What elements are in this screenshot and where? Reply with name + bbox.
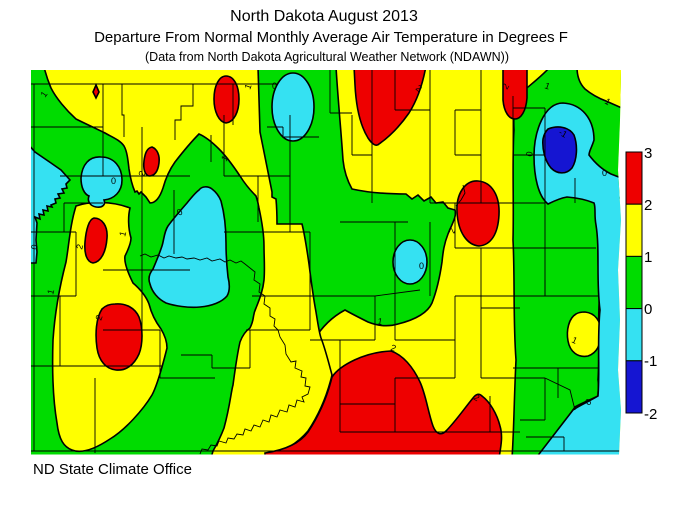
svg-text:-1: -1 [644,353,657,370]
svg-text:0: 0 [602,168,607,178]
svg-text:1: 1 [377,316,384,327]
svg-text:Departure From Normal Monthly: Departure From Normal Monthly Average Ai… [94,29,568,46]
svg-text:-2: -2 [644,406,657,423]
svg-text:0: 0 [272,81,277,91]
svg-text:2: 2 [644,197,652,214]
svg-text:1: 1 [543,80,551,91]
svg-text:0: 0 [111,176,116,186]
svg-text:2: 2 [389,342,397,353]
svg-text:2: 2 [414,83,424,94]
svg-text:1: 1 [117,230,128,237]
svg-text:2: 2 [446,227,457,235]
svg-text:1: 1 [219,154,230,163]
svg-text:1: 1 [570,335,579,346]
svg-text:(Data from North Dakota Agricu: (Data from North Dakota Agricultural Wea… [145,50,509,64]
svg-text:0: 0 [29,244,40,251]
svg-text:North Dakota August 2013: North Dakota August 2013 [230,8,418,25]
svg-text:1: 1 [644,249,652,266]
svg-text:0: 0 [175,207,184,218]
svg-text:2: 2 [136,170,147,178]
svg-text:-1: -1 [557,127,569,140]
svg-text:0: 0 [644,301,652,318]
svg-text:0: 0 [583,397,593,408]
svg-text:2: 2 [93,314,104,322]
svg-text:2: 2 [500,82,511,91]
svg-text:2: 2 [472,392,481,403]
svg-text:ND State Climate Office: ND State Climate Office [33,461,192,478]
svg-text:3: 3 [644,145,652,162]
svg-text:0: 0 [524,151,535,158]
svg-text:0: 0 [419,261,424,271]
svg-text:1: 1 [603,96,612,107]
svg-text:1: 1 [38,89,49,99]
svg-text:2: 2 [74,243,85,250]
svg-text:1: 1 [242,83,253,91]
svg-text:1: 1 [45,288,56,295]
